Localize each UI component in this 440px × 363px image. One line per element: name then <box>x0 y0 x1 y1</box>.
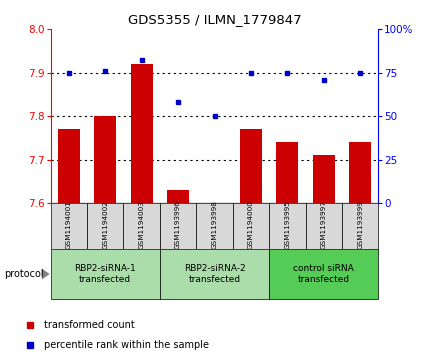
Bar <box>313 155 335 203</box>
Text: GSM1193995: GSM1193995 <box>284 201 290 249</box>
Bar <box>349 142 371 203</box>
Text: RBP2-siRNA-2
transfected: RBP2-siRNA-2 transfected <box>183 264 246 284</box>
Bar <box>94 116 116 203</box>
Text: percentile rank within the sample: percentile rank within the sample <box>44 340 209 350</box>
Bar <box>87 203 124 249</box>
Text: GSM1194003: GSM1194003 <box>139 201 145 249</box>
Text: GSM1193999: GSM1193999 <box>357 201 363 249</box>
Text: GSM1194001: GSM1194001 <box>66 201 72 249</box>
Text: GSM1193997: GSM1193997 <box>321 201 327 249</box>
Bar <box>131 64 153 203</box>
Bar <box>240 129 262 203</box>
Bar <box>51 249 160 299</box>
Text: transformed count: transformed count <box>44 321 135 330</box>
Text: GSM1193996: GSM1193996 <box>175 201 181 249</box>
Bar <box>58 129 80 203</box>
Text: control siRNA
transfected: control siRNA transfected <box>293 264 354 284</box>
Text: RBP2-siRNA-1
transfected: RBP2-siRNA-1 transfected <box>74 264 136 284</box>
Bar <box>196 203 233 249</box>
Bar <box>276 142 298 203</box>
Text: GSM1194002: GSM1194002 <box>102 201 108 249</box>
Bar <box>269 249 378 299</box>
Text: GSM1193998: GSM1193998 <box>212 201 217 249</box>
Bar <box>124 203 160 249</box>
Bar <box>233 203 269 249</box>
Title: GDS5355 / ILMN_1779847: GDS5355 / ILMN_1779847 <box>128 13 301 26</box>
Bar <box>160 249 269 299</box>
Bar <box>305 203 342 249</box>
Bar <box>51 203 87 249</box>
Bar <box>342 203 378 249</box>
Bar <box>167 190 189 203</box>
Bar <box>160 203 196 249</box>
Text: protocol: protocol <box>4 269 44 279</box>
Bar <box>269 203 305 249</box>
Text: GSM1194000: GSM1194000 <box>248 201 254 249</box>
